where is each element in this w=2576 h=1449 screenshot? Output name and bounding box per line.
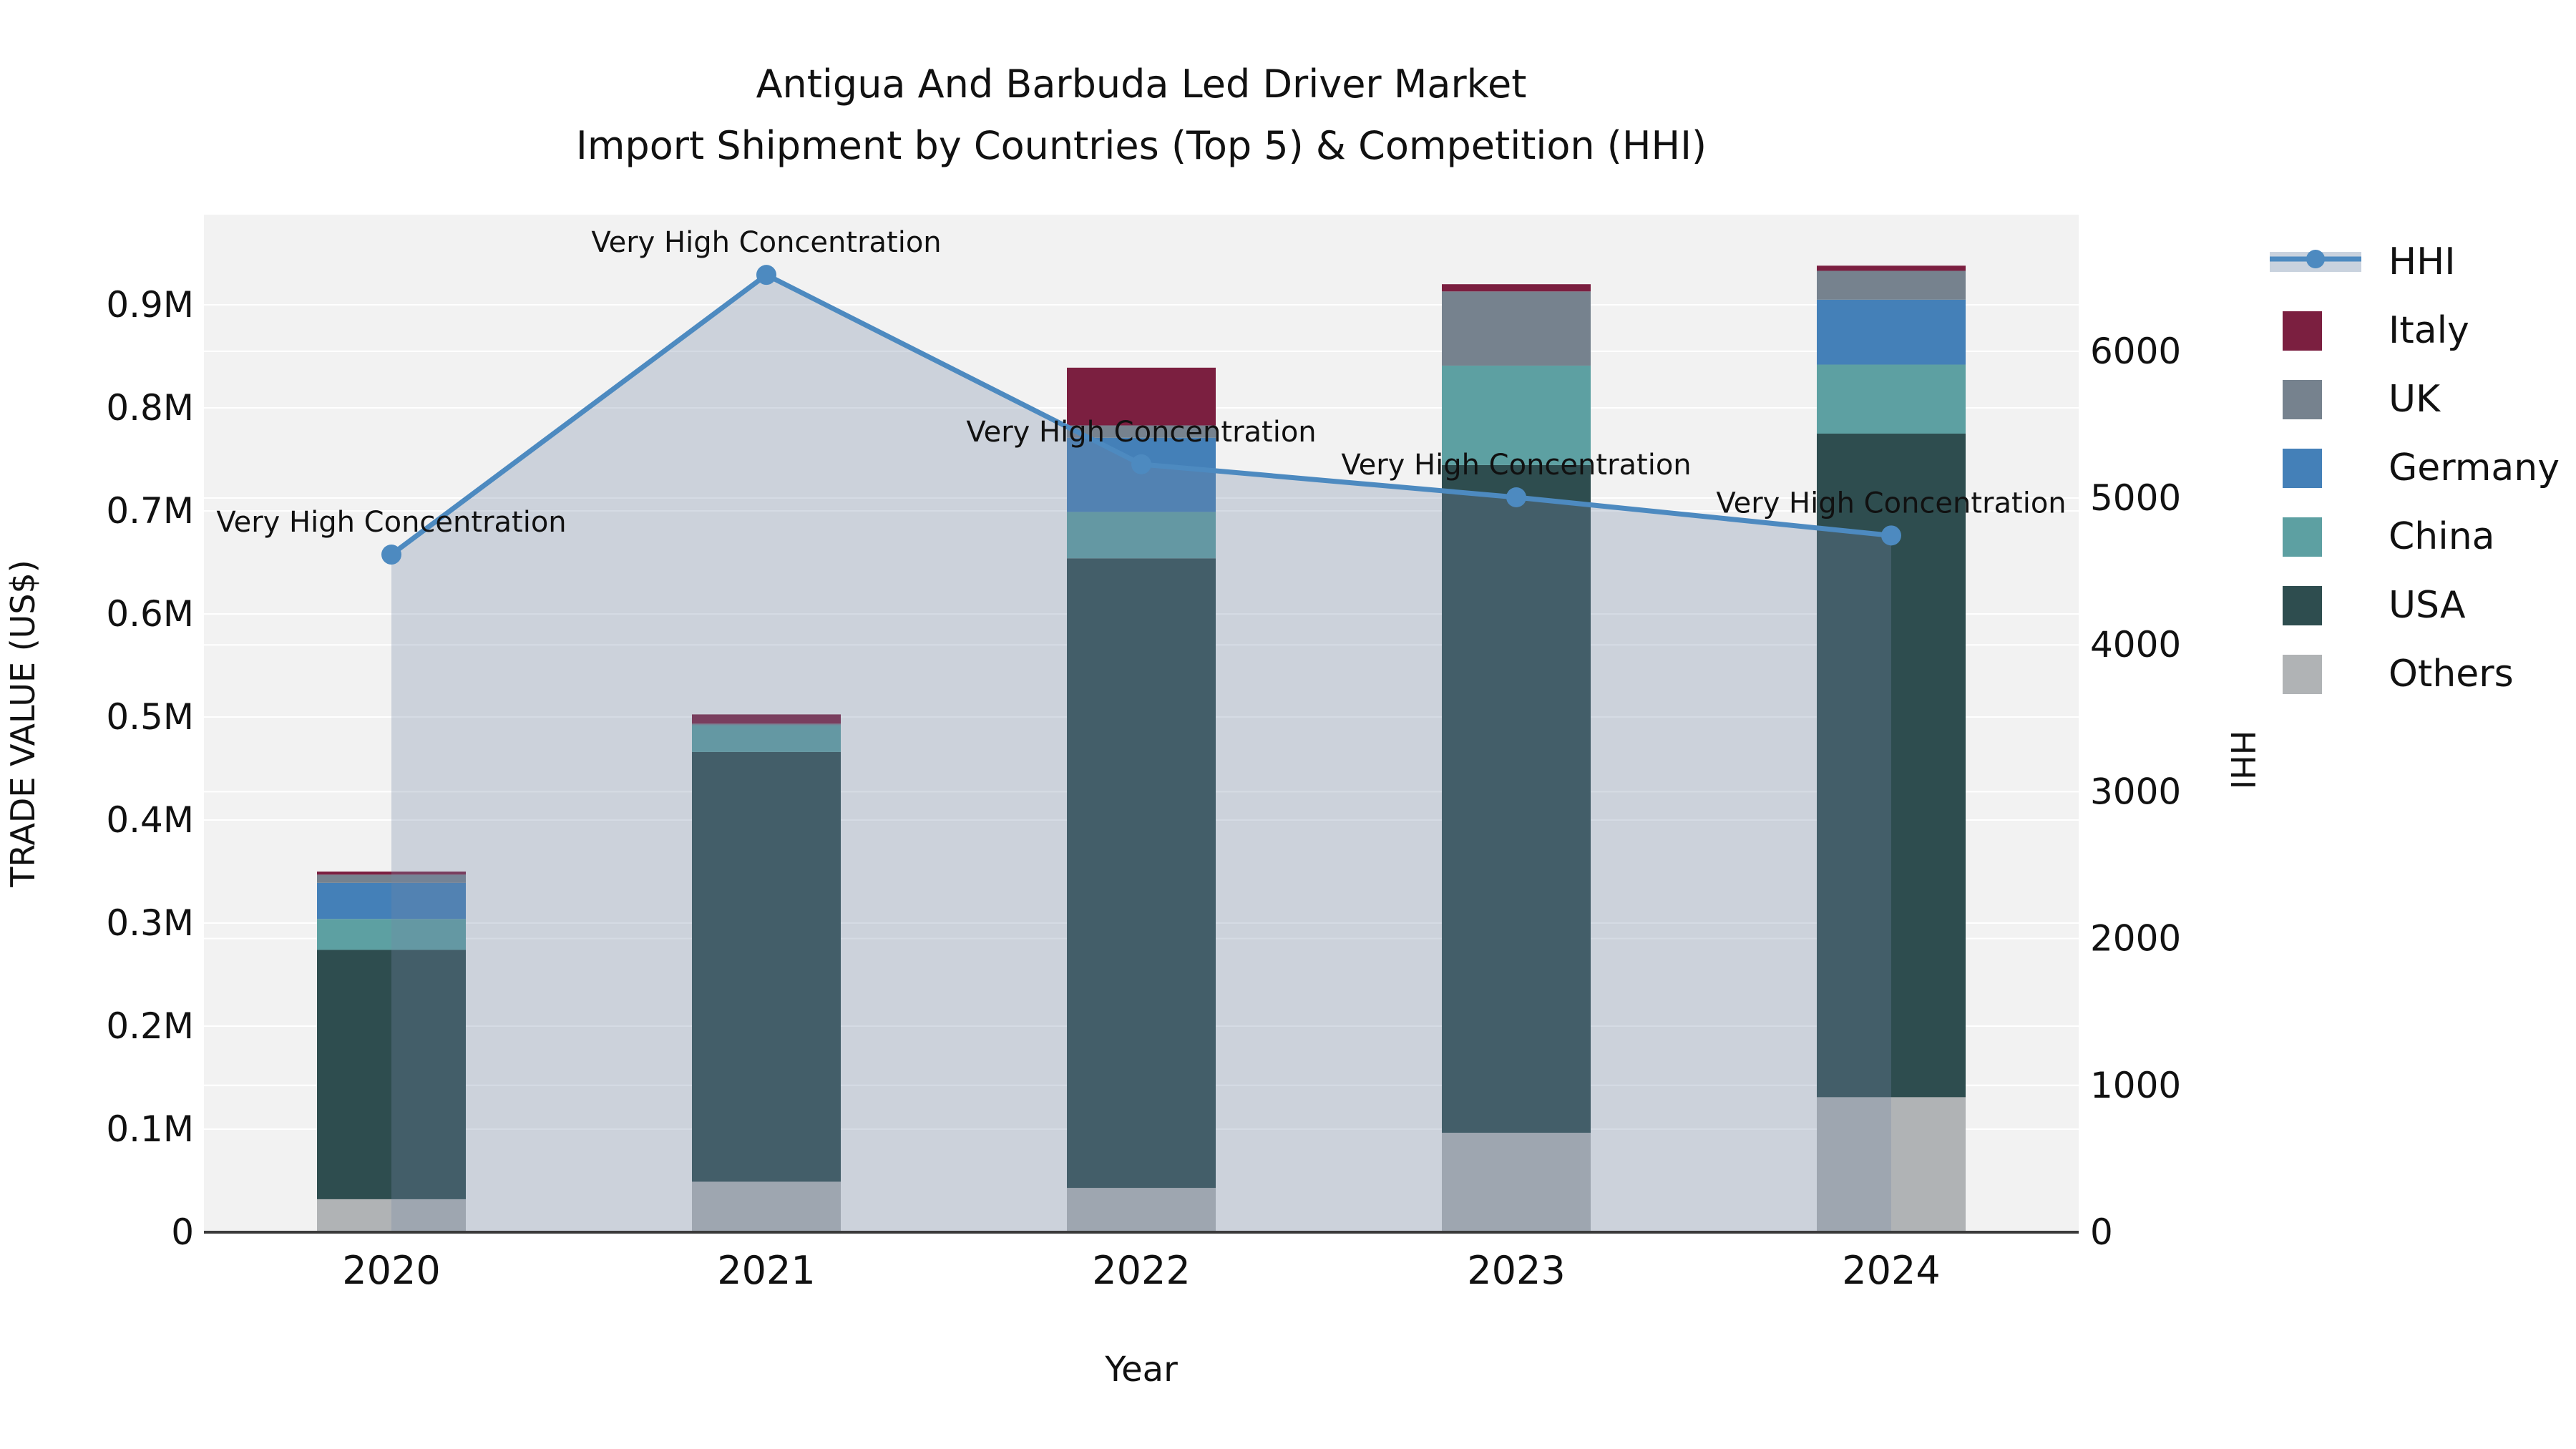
hhi-marker-2024 — [1881, 525, 1901, 546]
bar-segment-2023-italy — [1442, 284, 1591, 292]
bar-segment-2020-uk — [317, 874, 466, 883]
right-tick-2000: 2000 — [2090, 918, 2181, 960]
annotation-2020: Very High Concentration — [216, 506, 566, 539]
bar-segment-2023-china — [1442, 365, 1591, 465]
left-tick-0.1M: 0.1M — [106, 1108, 194, 1150]
legend-swatch-italy — [2283, 311, 2322, 351]
left-tick-0.6M: 0.6M — [106, 593, 194, 635]
hhi-marker-2021 — [756, 265, 776, 286]
right-axis-title: HHI — [2223, 731, 2262, 790]
left-tick-0.7M: 0.7M — [106, 490, 194, 532]
hhi-marker-2022 — [1131, 454, 1151, 474]
right-tick-4000: 4000 — [2090, 624, 2181, 665]
bar-segment-2021-usa — [692, 751, 841, 1182]
left-tick-0: 0 — [171, 1211, 194, 1253]
left-tick-0.5M: 0.5M — [106, 696, 194, 738]
legend-swatch-hhi-marker — [2306, 250, 2325, 268]
left-tick-0.4M: 0.4M — [106, 799, 194, 841]
legend-label-uk: UK — [2389, 378, 2441, 421]
right-tick-1000: 1000 — [2090, 1065, 2181, 1106]
right-tick-0: 0 — [2090, 1211, 2113, 1253]
chart-title-line2: Import Shipment by Countries (Top 5) & C… — [575, 123, 1707, 168]
left-tick-0.9M: 0.9M — [106, 284, 194, 326]
bar-segment-2020-china — [317, 919, 466, 950]
right-tick-3000: 3000 — [2090, 771, 2181, 812]
annotation-2022: Very High Concentration — [966, 416, 1316, 449]
right-tick-6000: 6000 — [2090, 331, 2181, 372]
bar-segment-2023-uk — [1442, 291, 1591, 366]
hhi-marker-2020 — [381, 545, 401, 565]
legend-swatch-china — [2283, 517, 2322, 557]
hhi-marker-2023 — [1506, 487, 1526, 507]
bar-segment-2021-italy — [692, 714, 841, 724]
left-tick-0.8M: 0.8M — [106, 387, 194, 429]
left-tick-0.2M: 0.2M — [106, 1005, 194, 1047]
annotation-2023: Very High Concentration — [1341, 449, 1691, 482]
legend-label-usa: USA — [2389, 584, 2466, 627]
bar-segment-2021-uk — [692, 723, 841, 726]
left-tick-0.3M: 0.3M — [106, 902, 194, 944]
bar-segment-2023-usa — [1442, 464, 1591, 1133]
x-tick-2024: 2024 — [1842, 1248, 1940, 1293]
bar-segment-2022-usa — [1067, 558, 1216, 1189]
bar-segment-2021-others — [692, 1181, 841, 1232]
bar-segment-2020-italy — [317, 872, 466, 875]
legend-swatch-germany — [2283, 449, 2322, 488]
x-axis-title: Year — [1104, 1350, 1178, 1390]
bar-segment-2022-italy — [1067, 367, 1216, 426]
left-axis-title: TRADE VALUE (US$) — [4, 560, 42, 887]
bar-segment-2020-germany — [317, 882, 466, 919]
bar-segment-2020-usa — [317, 950, 466, 1199]
legend-label-china: China — [2389, 515, 2495, 558]
annotation-2021: Very High Concentration — [591, 226, 941, 259]
bar-segment-2021-china — [692, 725, 841, 752]
bar-segment-2023-others — [1442, 1133, 1591, 1232]
bar-segment-2020-others — [317, 1199, 466, 1232]
x-tick-2022: 2022 — [1092, 1248, 1190, 1293]
hhi-area-fill — [391, 275, 1891, 1232]
bar-segment-2024-others — [1817, 1097, 1966, 1232]
x-tick-2020: 2020 — [342, 1248, 440, 1293]
legend-swatch-uk — [2283, 380, 2322, 419]
legend-label-others: Others — [2389, 653, 2514, 696]
bar-segment-2022-others — [1067, 1188, 1216, 1232]
annotation-2024: Very High Concentration — [1716, 487, 2066, 519]
right-tick-5000: 5000 — [2090, 477, 2181, 519]
legend-swatch-others — [2283, 655, 2322, 694]
bar-segment-2024-uk — [1817, 270, 1966, 300]
legend-label-italy: Italy — [2389, 309, 2469, 352]
bar-segment-2024-italy — [1817, 265, 1966, 271]
bar-segment-2024-germany — [1817, 299, 1966, 365]
legend-label-germany: Germany — [2389, 447, 2560, 489]
chart-title-line1: Antigua And Barbuda Led Driver Market — [756, 62, 1527, 107]
x-tick-2021: 2021 — [717, 1248, 815, 1293]
bar-segment-2024-china — [1817, 364, 1966, 434]
bar-segment-2022-germany — [1067, 437, 1216, 512]
legend-label-hhi: HHI — [2389, 240, 2456, 283]
bar-segment-2022-uk — [1067, 425, 1216, 438]
legend-swatch-usa — [2283, 586, 2322, 625]
x-tick-2023: 2023 — [1467, 1248, 1565, 1293]
bar-segment-2022-china — [1067, 512, 1216, 559]
